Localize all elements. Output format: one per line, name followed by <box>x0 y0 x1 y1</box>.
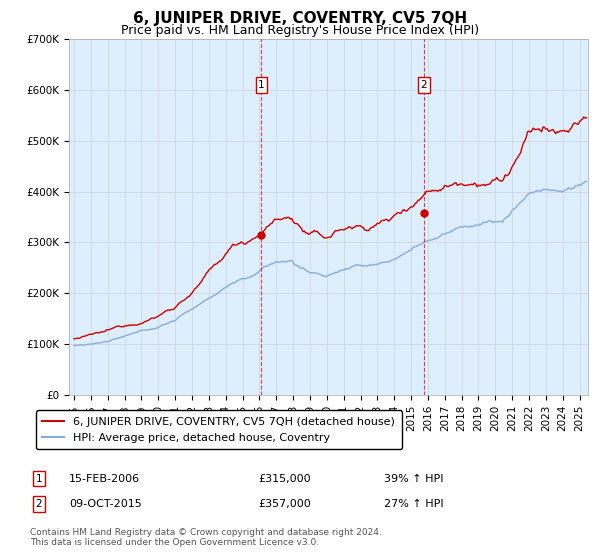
Text: 6, JUNIPER DRIVE, COVENTRY, CV5 7QH: 6, JUNIPER DRIVE, COVENTRY, CV5 7QH <box>133 11 467 26</box>
Text: Contains HM Land Registry data © Crown copyright and database right 2024.
This d: Contains HM Land Registry data © Crown c… <box>30 528 382 547</box>
Text: 2: 2 <box>421 80 427 90</box>
Text: 15-FEB-2006: 15-FEB-2006 <box>69 474 140 484</box>
Text: 27% ↑ HPI: 27% ↑ HPI <box>384 499 443 509</box>
Text: 1: 1 <box>35 474 43 484</box>
Legend: 6, JUNIPER DRIVE, COVENTRY, CV5 7QH (detached house), HPI: Average price, detach: 6, JUNIPER DRIVE, COVENTRY, CV5 7QH (det… <box>35 410 402 449</box>
Text: 1: 1 <box>258 80 265 90</box>
Text: 39% ↑ HPI: 39% ↑ HPI <box>384 474 443 484</box>
Text: £357,000: £357,000 <box>258 499 311 509</box>
Text: Price paid vs. HM Land Registry's House Price Index (HPI): Price paid vs. HM Land Registry's House … <box>121 24 479 37</box>
Text: 2: 2 <box>35 499 43 509</box>
Text: 09-OCT-2015: 09-OCT-2015 <box>69 499 142 509</box>
Text: £315,000: £315,000 <box>258 474 311 484</box>
